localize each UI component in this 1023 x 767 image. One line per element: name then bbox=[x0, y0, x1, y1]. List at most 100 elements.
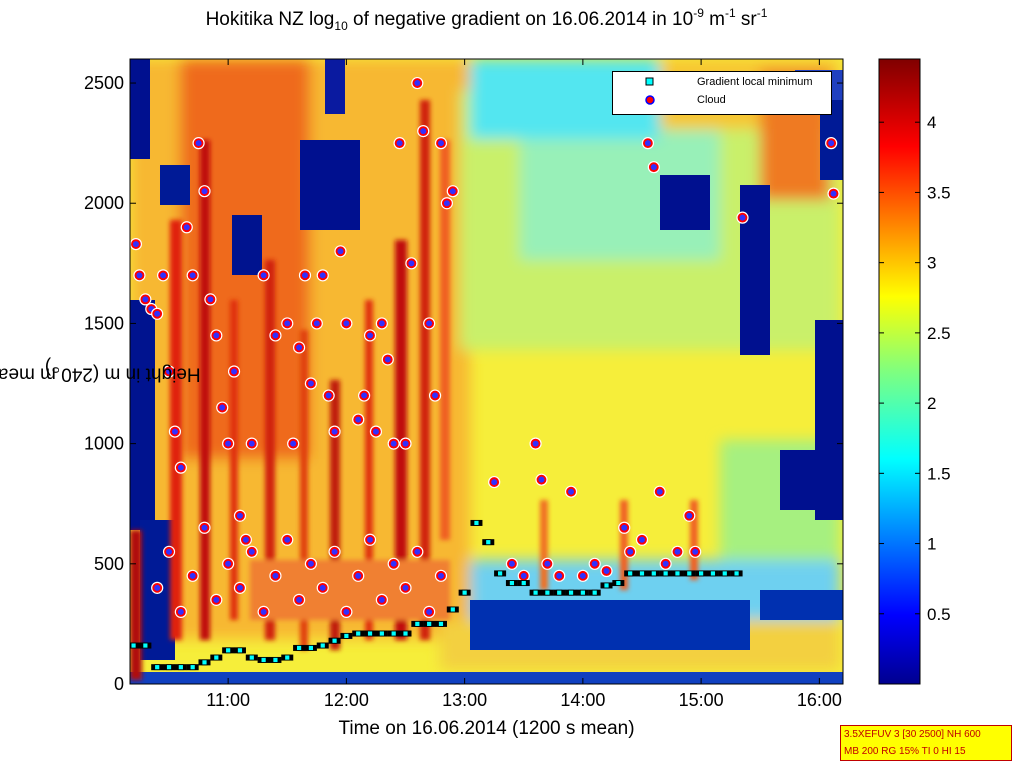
gradient-minimum-point bbox=[426, 621, 433, 627]
colorbar-tick-label: 1 bbox=[927, 535, 936, 554]
gradient-minimum-point bbox=[367, 630, 373, 637]
cloud-point bbox=[555, 571, 564, 580]
cloud-point bbox=[377, 319, 386, 328]
cloud-point bbox=[224, 439, 233, 448]
gradient-minimum-point bbox=[449, 606, 456, 613]
cloud-point bbox=[685, 511, 694, 520]
cloud-point bbox=[637, 535, 646, 544]
gradient-minimum-point bbox=[130, 642, 137, 649]
cloud-point bbox=[543, 559, 552, 568]
title-unit-2: sr bbox=[735, 9, 757, 30]
gradient-minimum-point bbox=[579, 589, 586, 596]
gradient-minimum-point bbox=[556, 589, 563, 596]
cloud-point bbox=[306, 379, 315, 388]
gradient-minimum-point bbox=[485, 539, 492, 546]
cloud-point bbox=[377, 595, 386, 604]
cloud-point bbox=[283, 319, 292, 328]
colorbar-tick-label: 0.5 bbox=[927, 605, 951, 624]
gradient-minimum-point bbox=[509, 580, 515, 586]
cloud-point bbox=[389, 559, 398, 568]
gradient-minimum-point bbox=[201, 659, 208, 666]
y-tick-label: 2500 bbox=[84, 73, 124, 93]
cloud-point bbox=[259, 271, 268, 280]
cloud-point bbox=[241, 535, 250, 544]
cloud-point bbox=[295, 343, 304, 352]
cloud-point bbox=[531, 439, 540, 448]
cloud-point bbox=[395, 139, 404, 148]
cloud-point bbox=[259, 607, 268, 616]
gradient-minimum-point bbox=[296, 645, 302, 651]
gradient-minimum-point bbox=[698, 570, 705, 577]
cloud-point bbox=[165, 547, 174, 556]
title-exponent-3: -1 bbox=[756, 6, 768, 20]
cloud-point bbox=[431, 391, 440, 400]
cloud-point bbox=[312, 319, 321, 328]
gradient-minimum-point bbox=[378, 630, 385, 637]
cloud-point bbox=[366, 331, 375, 340]
cloud-point bbox=[318, 271, 327, 280]
gradient-minimum-point bbox=[355, 630, 362, 637]
x-tick-label: 12:00 bbox=[324, 690, 369, 710]
cloud-point bbox=[271, 331, 280, 340]
cloud-point bbox=[366, 535, 375, 544]
cloud-point bbox=[330, 427, 339, 436]
cloud-point bbox=[360, 391, 369, 400]
cloud-point bbox=[661, 559, 670, 568]
y-tick-label: 2000 bbox=[84, 193, 124, 213]
cloud-point bbox=[200, 523, 209, 532]
gradient-minimum-point bbox=[402, 630, 409, 637]
x-tick-label: 11:00 bbox=[206, 690, 250, 710]
gradient-minimum-point bbox=[591, 589, 598, 596]
title-exponent-1: -9 bbox=[693, 6, 704, 20]
cloud-point bbox=[342, 607, 351, 616]
cloud-point bbox=[620, 523, 629, 532]
cloud-point bbox=[165, 367, 174, 376]
cloud-point bbox=[218, 403, 227, 412]
cloud-point bbox=[188, 571, 197, 580]
cloud-point bbox=[655, 487, 664, 496]
gradient-minimum-point bbox=[154, 664, 161, 671]
gradient-minimum-point bbox=[461, 589, 468, 596]
gradient-minimum-point bbox=[710, 570, 716, 577]
legend-item-cloud: Cloud bbox=[613, 93, 831, 109]
gradient-minimum-point bbox=[248, 654, 255, 661]
gradient-minimum-point bbox=[627, 570, 634, 577]
colorbar bbox=[878, 58, 921, 685]
gradient-minimum-point bbox=[520, 580, 527, 586]
gradient-minimum-point bbox=[189, 664, 196, 671]
cloud-point bbox=[401, 583, 410, 592]
cloud-point bbox=[342, 319, 351, 328]
cloud-point bbox=[673, 547, 682, 556]
cloud-point bbox=[194, 139, 203, 148]
cloud-point bbox=[567, 487, 576, 496]
cloud-point bbox=[247, 439, 256, 448]
gradient-minimum-point bbox=[260, 657, 267, 663]
title-middle: of negative gradient on 16.06.2014 in 10 bbox=[347, 9, 694, 30]
gradient-minimum-point bbox=[177, 664, 184, 671]
cloud-point bbox=[235, 511, 244, 520]
y-tick-label: 1500 bbox=[84, 313, 124, 333]
circle-marker-icon bbox=[645, 95, 655, 105]
cloud-point bbox=[578, 571, 587, 580]
cloud-point bbox=[442, 199, 451, 208]
gradient-minimum-point bbox=[615, 580, 622, 586]
title-subscript: 10 bbox=[334, 19, 348, 33]
y-axis-label-text: Height in m (240 m mean, tilted by 1 bbox=[0, 363, 201, 385]
gradient-minimum-point bbox=[284, 654, 291, 661]
cloud-point bbox=[206, 295, 215, 304]
cloud-point bbox=[507, 559, 516, 568]
gradient-minimum-point bbox=[544, 589, 551, 596]
chart-title: Hokitika NZ log10 of negative gradient o… bbox=[130, 6, 843, 33]
gradient-minimum-point bbox=[319, 642, 326, 649]
cloud-point bbox=[602, 567, 611, 576]
cloud-point bbox=[436, 571, 445, 580]
colorbar-tick-label: 3.5 bbox=[927, 183, 951, 202]
cloud-point bbox=[131, 240, 140, 249]
cloud-point bbox=[247, 547, 256, 556]
plot-frame bbox=[129, 58, 844, 685]
cloud-point bbox=[829, 189, 838, 198]
x-tick-label: 15:00 bbox=[679, 690, 724, 710]
cloud-point bbox=[691, 547, 700, 556]
info-line-1: 3.5XEFUV 3 [30 2500] NH 600 bbox=[844, 729, 981, 740]
